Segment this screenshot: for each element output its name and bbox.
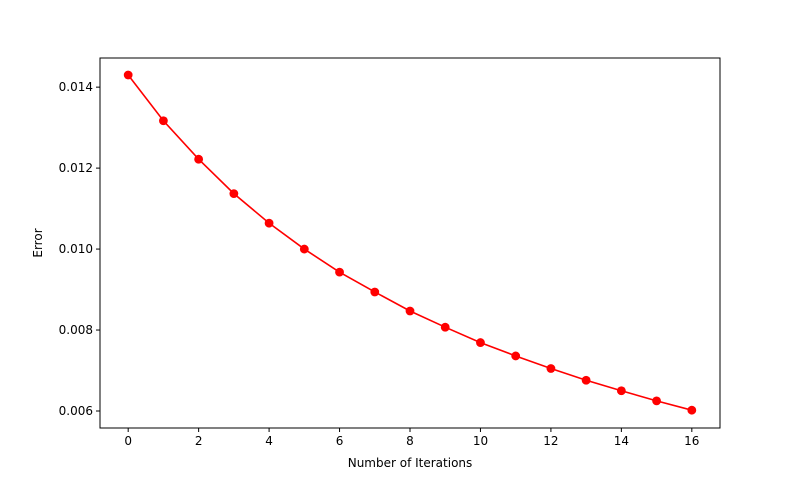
x-tick-label: 2	[195, 434, 203, 448]
data-point	[299, 244, 309, 254]
y-tick-label: 0.010	[59, 242, 93, 256]
x-tick-label: 6	[336, 434, 344, 448]
data-point	[581, 375, 591, 385]
x-axis-label: Number of Iterations	[348, 456, 473, 470]
x-tick-label: 12	[543, 434, 558, 448]
data-point	[687, 405, 697, 415]
data-point	[546, 364, 556, 373]
y-tick-label: 0.012	[59, 161, 93, 175]
y-axis-label: Error	[31, 228, 45, 257]
data-point	[511, 351, 521, 361]
data-point	[264, 218, 274, 228]
data-point	[229, 189, 239, 199]
data-point	[440, 322, 450, 332]
x-axis-ticks: 0 2 4 6 8 10 12 14 16	[124, 428, 699, 448]
data-point	[370, 287, 380, 297]
data-point	[616, 386, 626, 396]
y-tick-label: 0.006	[59, 404, 93, 418]
y-tick-label: 0.008	[59, 323, 93, 337]
x-tick-label: 0	[124, 434, 132, 448]
data-point	[194, 154, 204, 164]
data-point	[652, 396, 661, 406]
x-tick-label: 14	[614, 434, 629, 448]
data-point	[335, 267, 344, 277]
data-point	[123, 70, 133, 80]
data-point	[405, 306, 415, 316]
plot-area	[100, 58, 720, 428]
data-point	[159, 116, 168, 126]
y-tick-label: 0.014	[59, 80, 93, 94]
x-tick-label: 16	[684, 434, 699, 448]
x-tick-label: 8	[406, 434, 414, 448]
x-tick-label: 4	[265, 434, 273, 448]
x-tick-label: 10	[473, 434, 488, 448]
data-point	[476, 338, 485, 347]
series-layer	[123, 70, 697, 415]
y-axis-ticks: 0.006 0.008 0.010 0.012 0.014	[59, 80, 100, 418]
